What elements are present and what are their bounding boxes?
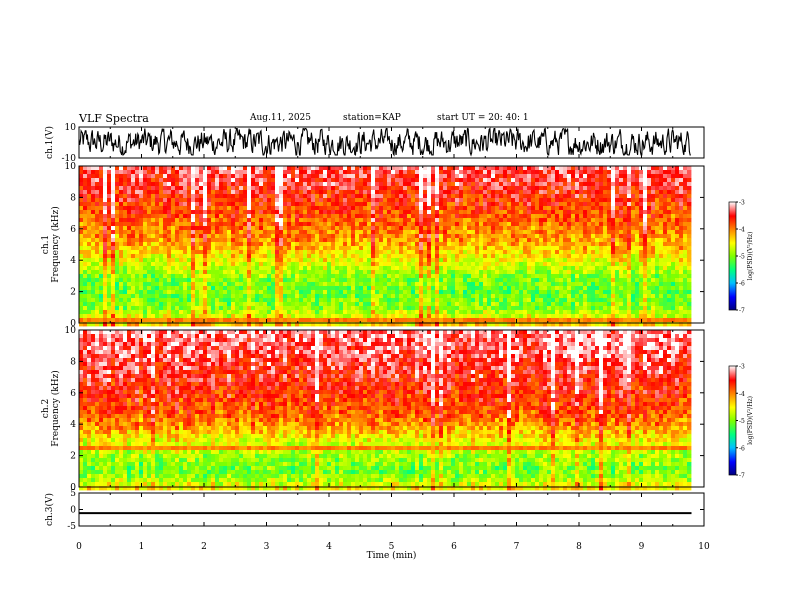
start-time-label: start UT = 20: 40: 1 (437, 113, 529, 123)
y-tick-label: 0 (70, 319, 76, 329)
colorbar-2 (728, 365, 737, 476)
y-tick-label: 5 (70, 489, 76, 499)
x-tick-label: 5 (389, 542, 395, 552)
spectrogram-2 (79, 330, 692, 491)
x-tick-label: 6 (451, 542, 457, 552)
colorbar-tick-label: -4 (739, 227, 745, 234)
y-axis-label-3: ch.3(V) (44, 493, 55, 526)
date-label: Aug.11, 2025 (250, 113, 311, 123)
ch1-waveform-trace (78, 127, 691, 157)
colorbar-tick-label: -7 (739, 473, 745, 480)
x-tick-label: 8 (576, 542, 582, 552)
x-tick-label: 9 (639, 542, 645, 552)
y-tick-label: 10 (65, 123, 77, 133)
y-tick-label: 4 (70, 420, 76, 430)
y-tick-label: 0 (70, 506, 76, 516)
x-tick-label: 1 (139, 542, 145, 552)
y-tick-label: 8 (70, 193, 76, 203)
colorbar-label-1: log(PSD)(V²/Hz) (747, 232, 754, 281)
colorbar-label-2: log(PSD)(V²/Hz) (747, 396, 754, 445)
chart-title: VLF Spectra (79, 112, 149, 125)
y-tick-label: 6 (70, 389, 76, 399)
y-axis-label-2: ch.2Frequency (kHz) (41, 370, 61, 447)
colorbar-tick-label: -5 (739, 418, 745, 425)
colorbar-tick-label: -3 (739, 200, 745, 207)
colorbar-tick-label: -3 (739, 364, 745, 371)
y-tick-label: -10 (62, 154, 77, 164)
x-tick-label: 3 (264, 542, 270, 552)
colorbar-1 (728, 201, 737, 311)
panel-frame-3 (78, 492, 705, 527)
x-tick-label: 4 (326, 542, 332, 552)
y-tick-label: -5 (67, 522, 76, 532)
station-label: station=KAP (343, 113, 401, 123)
y-tick-label: 8 (70, 357, 76, 367)
x-tick-label: 2 (201, 542, 207, 552)
spectrogram-1 (79, 166, 692, 327)
y-axis-label-1: ch.1Frequency (kHz) (41, 206, 61, 283)
ch3-waveform-trace (79, 512, 692, 515)
x-tick-label: 0 (76, 542, 82, 552)
y-tick-label: 10 (65, 162, 77, 172)
x-tick-label: 7 (514, 542, 520, 552)
y-tick-label: 10 (65, 326, 77, 336)
colorbar-tick-label: -5 (739, 254, 745, 261)
x-tick-label: 10 (698, 542, 710, 552)
y-tick-label: 4 (70, 256, 76, 266)
y-axis-label-0: ch.1(V) (44, 126, 55, 159)
y-tick-label: 0 (70, 483, 76, 493)
y-tick-label: 2 (70, 452, 76, 462)
x-axis-label: Time (min) (367, 550, 417, 561)
colorbar-tick-label: -6 (739, 445, 745, 452)
colorbar-tick-label: -6 (739, 281, 745, 288)
y-tick-label: 6 (70, 225, 76, 235)
colorbar-tick-label: -7 (739, 308, 745, 315)
colorbar-tick-label: -4 (739, 391, 745, 398)
y-tick-label: 2 (70, 288, 76, 298)
